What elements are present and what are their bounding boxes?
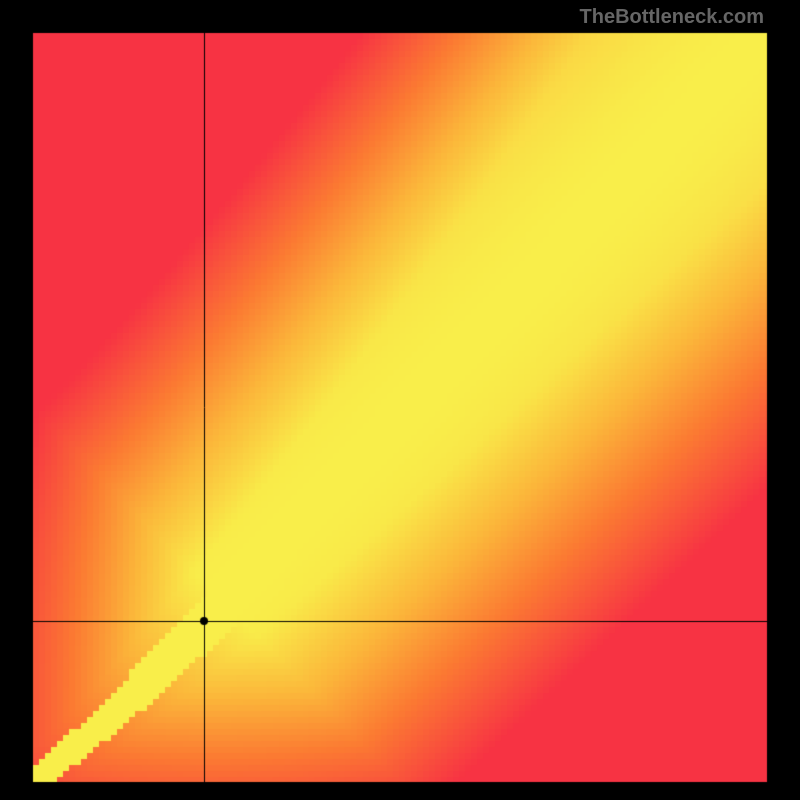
- watermark-text: TheBottleneck.com: [580, 6, 764, 29]
- bottleneck-heatmap: [0, 0, 800, 800]
- chart-container: { "watermark": { "text": "TheBottleneck.…: [0, 0, 800, 800]
